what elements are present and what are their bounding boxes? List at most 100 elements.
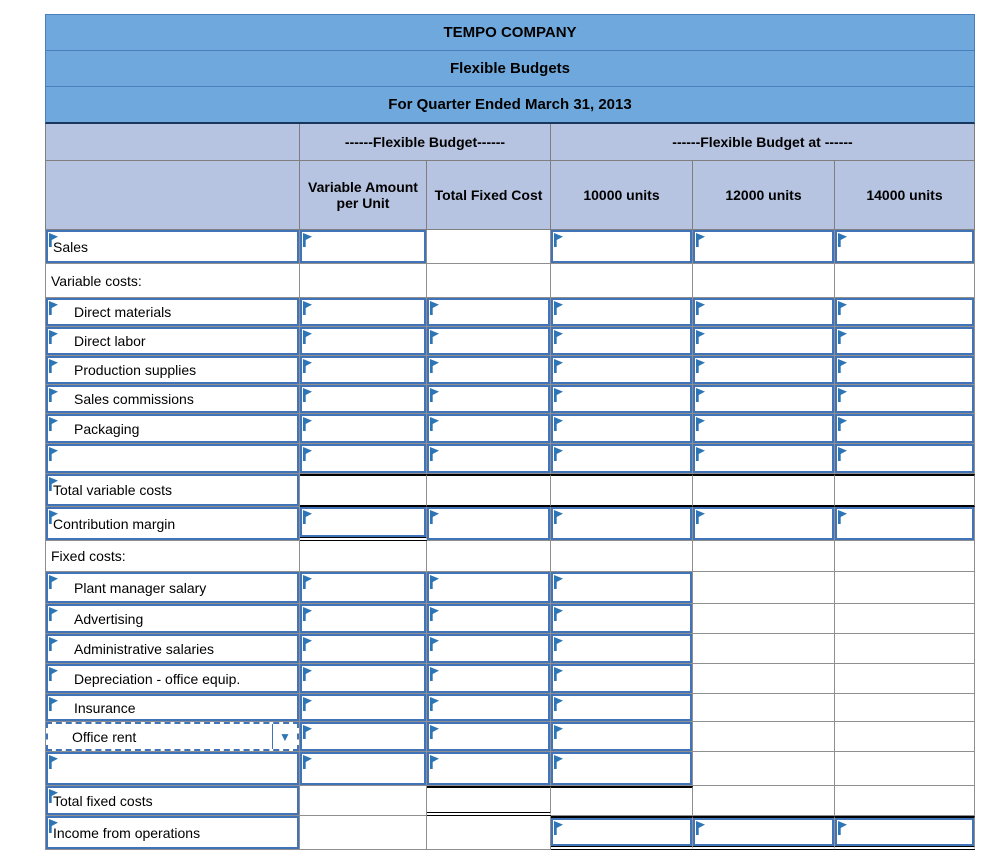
- input-cell-office-rent-variable-amount-per-unit[interactable]: [300, 722, 426, 751]
- input-cell-income-from-operations-10000-units[interactable]: [551, 818, 692, 846]
- input-marker-icon: [430, 301, 439, 315]
- input-cell-production-supplies-12000-units[interactable]: [693, 356, 834, 384]
- input-cell-direct-materials-total-fixed-cost[interactable]: [427, 298, 550, 326]
- input-cell-contribution-margin-12000-units[interactable]: [693, 507, 834, 540]
- input-cell-sales-commissions-10000-units[interactable]: [551, 385, 692, 413]
- input-cell-plant-manager-salary-total-fixed-cost[interactable]: [427, 572, 550, 603]
- label-input-direct-labor[interactable]: Direct labor: [46, 327, 299, 355]
- cell-variable-costs-header-10000-units: [551, 264, 693, 298]
- label-input-sales-commissions[interactable]: Sales commissions: [46, 385, 299, 413]
- input-cell-blank-fixed-10000-units[interactable]: [551, 752, 692, 785]
- input-cell-direct-materials-variable-amount-per-unit[interactable]: [300, 298, 426, 326]
- label-input-packaging[interactable]: Packaging: [46, 414, 299, 443]
- row-label: Total fixed costs: [53, 792, 153, 809]
- input-cell-sales-commissions-variable-amount-per-unit[interactable]: [300, 385, 426, 413]
- input-cell-blank-variable-10000-units[interactable]: [551, 444, 692, 473]
- input-cell-advertising-total-fixed-cost[interactable]: [427, 604, 550, 633]
- input-cell-depreciation-office-equip-total-fixed-cost[interactable]: [427, 664, 550, 693]
- input-cell-packaging-12000-units[interactable]: [693, 414, 834, 443]
- input-cell-direct-materials-10000-units[interactable]: [551, 298, 692, 326]
- label-input-blank-variable[interactable]: [46, 444, 299, 473]
- label-input-advertising[interactable]: Advertising: [46, 604, 299, 633]
- label-cell-total-variable-costs: Total variable costs: [45, 474, 300, 507]
- input-cell-contribution-margin-variable-amount-per-unit[interactable]: [300, 507, 426, 537]
- input-cell-direct-materials-14000-units[interactable]: [835, 298, 974, 326]
- input-cell-blank-fixed-variable-amount-per-unit[interactable]: [300, 752, 426, 785]
- input-cell-office-rent-10000-units[interactable]: [551, 722, 692, 751]
- input-cell-direct-labor-10000-units[interactable]: [551, 327, 692, 355]
- chevron-down-icon[interactable]: ▼: [272, 724, 297, 749]
- input-cell-direct-labor-variable-amount-per-unit[interactable]: [300, 327, 426, 355]
- input-cell-administrative-salaries-10000-units[interactable]: [551, 634, 692, 663]
- label-input-contribution-margin[interactable]: Contribution margin: [46, 507, 299, 540]
- label-cell-blank-fixed: [45, 752, 300, 786]
- cell-contribution-margin-variable-amount-per-unit: [300, 507, 427, 541]
- input-marker-icon: [554, 359, 563, 373]
- input-cell-insurance-10000-units[interactable]: [551, 694, 692, 721]
- input-cell-contribution-margin-14000-units[interactable]: [835, 507, 974, 540]
- input-cell-blank-variable-12000-units[interactable]: [693, 444, 834, 473]
- input-cell-insurance-total-fixed-cost[interactable]: [427, 694, 550, 721]
- input-cell-contribution-margin-total-fixed-cost[interactable]: [427, 507, 550, 540]
- input-cell-blank-fixed-total-fixed-cost[interactable]: [427, 752, 550, 785]
- input-cell-packaging-10000-units[interactable]: [551, 414, 692, 443]
- label-input-sales[interactable]: Sales: [46, 230, 299, 263]
- input-cell-blank-variable-variable-amount-per-unit[interactable]: [300, 444, 426, 473]
- input-cell-plant-manager-salary-variable-amount-per-unit[interactable]: [300, 572, 426, 603]
- input-cell-insurance-variable-amount-per-unit[interactable]: [300, 694, 426, 721]
- input-cell-packaging-variable-amount-per-unit[interactable]: [300, 414, 426, 443]
- input-cell-direct-labor-12000-units[interactable]: [693, 327, 834, 355]
- input-cell-packaging-total-fixed-cost[interactable]: [427, 414, 550, 443]
- input-cell-production-supplies-10000-units[interactable]: [551, 356, 692, 384]
- column-header-spacer: [46, 161, 300, 229]
- input-cell-administrative-salaries-variable-amount-per-unit[interactable]: [300, 634, 426, 663]
- input-cell-direct-materials-12000-units[interactable]: [693, 298, 834, 326]
- input-cell-direct-labor-14000-units[interactable]: [835, 327, 974, 355]
- label-input-total-fixed-costs[interactable]: Total fixed costs: [46, 786, 299, 815]
- label-input-blank-fixed[interactable]: [46, 752, 299, 785]
- input-cell-advertising-variable-amount-per-unit[interactable]: [300, 604, 426, 633]
- input-cell-income-from-operations-12000-units[interactable]: [693, 818, 834, 846]
- input-cell-sales-12000-units[interactable]: [693, 230, 834, 263]
- label-cell-income-from-operations: Income from operations: [45, 816, 300, 850]
- input-cell-advertising-10000-units[interactable]: [551, 604, 692, 633]
- input-cell-income-from-operations-14000-units[interactable]: [835, 818, 974, 846]
- label-input-income-from-operations[interactable]: Income from operations: [46, 816, 299, 849]
- input-cell-sales-14000-units[interactable]: [835, 230, 974, 263]
- input-cell-administrative-salaries-total-fixed-cost[interactable]: [427, 634, 550, 663]
- label-input-administrative-salaries[interactable]: Administrative salaries: [46, 634, 299, 663]
- cell-direct-materials-14000-units: [835, 298, 975, 327]
- label-input-plant-manager-salary[interactable]: Plant manager salary: [46, 572, 299, 603]
- input-marker-icon: [696, 417, 705, 431]
- cell-plant-manager-salary-total-fixed-cost: [427, 572, 551, 604]
- input-cell-production-supplies-variable-amount-per-unit[interactable]: [300, 356, 426, 384]
- label-input-depreciation-office-equip[interactable]: Depreciation - office equip.: [46, 664, 299, 693]
- input-cell-depreciation-office-equip-10000-units[interactable]: [551, 664, 692, 693]
- input-cell-plant-manager-salary-10000-units[interactable]: [551, 572, 692, 603]
- row-label: Direct labor: [74, 333, 146, 349]
- input-cell-depreciation-office-equip-variable-amount-per-unit[interactable]: [300, 664, 426, 693]
- input-cell-contribution-margin-10000-units[interactable]: [551, 507, 692, 540]
- row-insurance: Insurance: [45, 694, 975, 722]
- input-cell-production-supplies-14000-units[interactable]: [835, 356, 974, 384]
- label-input-production-supplies[interactable]: Production supplies: [46, 356, 299, 384]
- label-input-total-variable-costs[interactable]: Total variable costs: [46, 474, 299, 506]
- label-input-direct-materials[interactable]: Direct materials: [46, 298, 299, 326]
- input-marker-icon: [303, 755, 312, 769]
- input-cell-sales-10000-units[interactable]: [551, 230, 692, 263]
- input-cell-blank-variable-total-fixed-cost[interactable]: [427, 444, 550, 473]
- label-input-insurance[interactable]: Insurance: [46, 694, 299, 721]
- input-cell-sales-commissions-12000-units[interactable]: [693, 385, 834, 413]
- input-cell-direct-labor-total-fixed-cost[interactable]: [427, 327, 550, 355]
- cell-direct-materials-variable-amount-per-unit: [300, 298, 427, 327]
- input-cell-office-rent-total-fixed-cost[interactable]: [427, 722, 550, 751]
- input-cell-blank-variable-14000-units[interactable]: [835, 444, 974, 473]
- input-cell-sales-commissions-total-fixed-cost[interactable]: [427, 385, 550, 413]
- input-cell-production-supplies-total-fixed-cost[interactable]: [427, 356, 550, 384]
- account-select-dropdown[interactable]: Office rent ▼: [46, 722, 299, 751]
- input-cell-packaging-14000-units[interactable]: [835, 414, 974, 443]
- input-cell-sales-commissions-14000-units[interactable]: [835, 385, 974, 413]
- cell-production-supplies-total-fixed-cost: [427, 356, 551, 385]
- input-cell-sales-variable-amount-per-unit[interactable]: [300, 230, 426, 263]
- row-label: Insurance: [74, 699, 136, 716]
